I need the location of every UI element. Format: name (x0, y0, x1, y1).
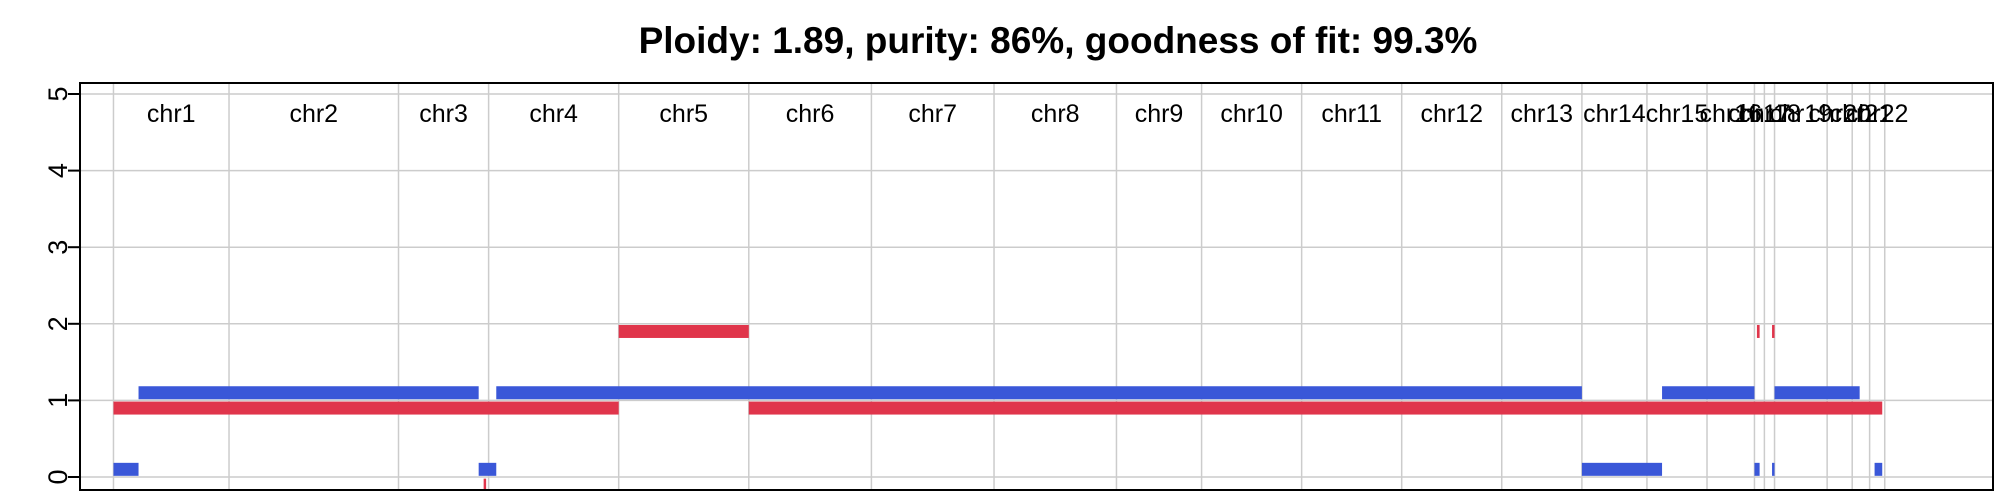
grid-lines (80, 83, 1993, 490)
chromosome-label: chr10 (1220, 100, 1283, 128)
chromosome-label: chr9 (1135, 100, 1184, 128)
y-tick-label: 4 (43, 163, 73, 178)
major-copy-segment (1754, 462, 1760, 476)
minor-copy-segment (618, 324, 749, 338)
major-copy-segment (113, 462, 139, 476)
chromosome-label: chr3 (419, 100, 468, 128)
chromosome-label: chr17 (1728, 100, 1791, 128)
y-tick-label: 2 (43, 316, 73, 331)
chromosome-label: chr15 (1646, 100, 1709, 128)
chromosome-label: chr1 (147, 100, 196, 128)
y-tick-label: 0 (43, 469, 73, 484)
minor-copy-segment (1772, 324, 1775, 338)
chromosome-label: chr6 (786, 100, 835, 128)
chromosome-label: chr4 (529, 100, 578, 128)
chromosome-label: chr19 (1770, 100, 1833, 128)
minor-copy-segment (113, 401, 619, 415)
y-tick-label: 3 (43, 240, 73, 255)
chromosome-label: chr21 (1830, 100, 1893, 128)
y-tick-label: 5 (43, 86, 73, 101)
segment-series (113, 324, 1883, 491)
chromosome-label: chr7 (908, 100, 957, 128)
chromosome-labels: chr1 chr2 chr3 chr4 chr5 chr6 chr7 chr8 chr9 chr1… (147, 100, 1909, 128)
chromosome-label: chr2 (289, 100, 338, 128)
chromosome-label: chr12 (1420, 100, 1483, 128)
chromosome-label: chr14 (1583, 100, 1646, 128)
chart-title: Ploidy: 1.89, purity: 86%, goodness of f… (639, 20, 1478, 61)
major-copy-segment (1772, 462, 1775, 476)
major-copy-segment (478, 462, 497, 476)
major-copy-segment (1874, 462, 1883, 476)
plot-frame (79, 82, 1994, 491)
major-copy-segment (1662, 386, 1755, 400)
major-copy-segment (496, 386, 1582, 400)
chromosome-label: chr8 (1031, 100, 1080, 128)
chromosome-label: chr5 (659, 100, 708, 128)
chromosome-label: chr16 (1699, 100, 1762, 128)
chromosome-label: chr18 (1738, 100, 1801, 128)
major-copy-segment (138, 386, 479, 400)
minor-copy-segment (748, 401, 1883, 415)
major-copy-segment (1774, 386, 1860, 400)
major-copy-segment (1581, 462, 1663, 476)
chromosome-label: chr11 (1321, 100, 1382, 128)
chromosome-label: chr13 (1511, 100, 1574, 128)
chromosome-label: chr22 (1846, 100, 1909, 128)
minor-copy-segment (1756, 324, 1760, 338)
y-tick-label: 1 (43, 393, 73, 408)
minor-copy-segment (483, 478, 487, 491)
chromosome-label: chr20 (1808, 100, 1871, 128)
y-axis: 0 1 2 3 4 5 (43, 86, 80, 485)
